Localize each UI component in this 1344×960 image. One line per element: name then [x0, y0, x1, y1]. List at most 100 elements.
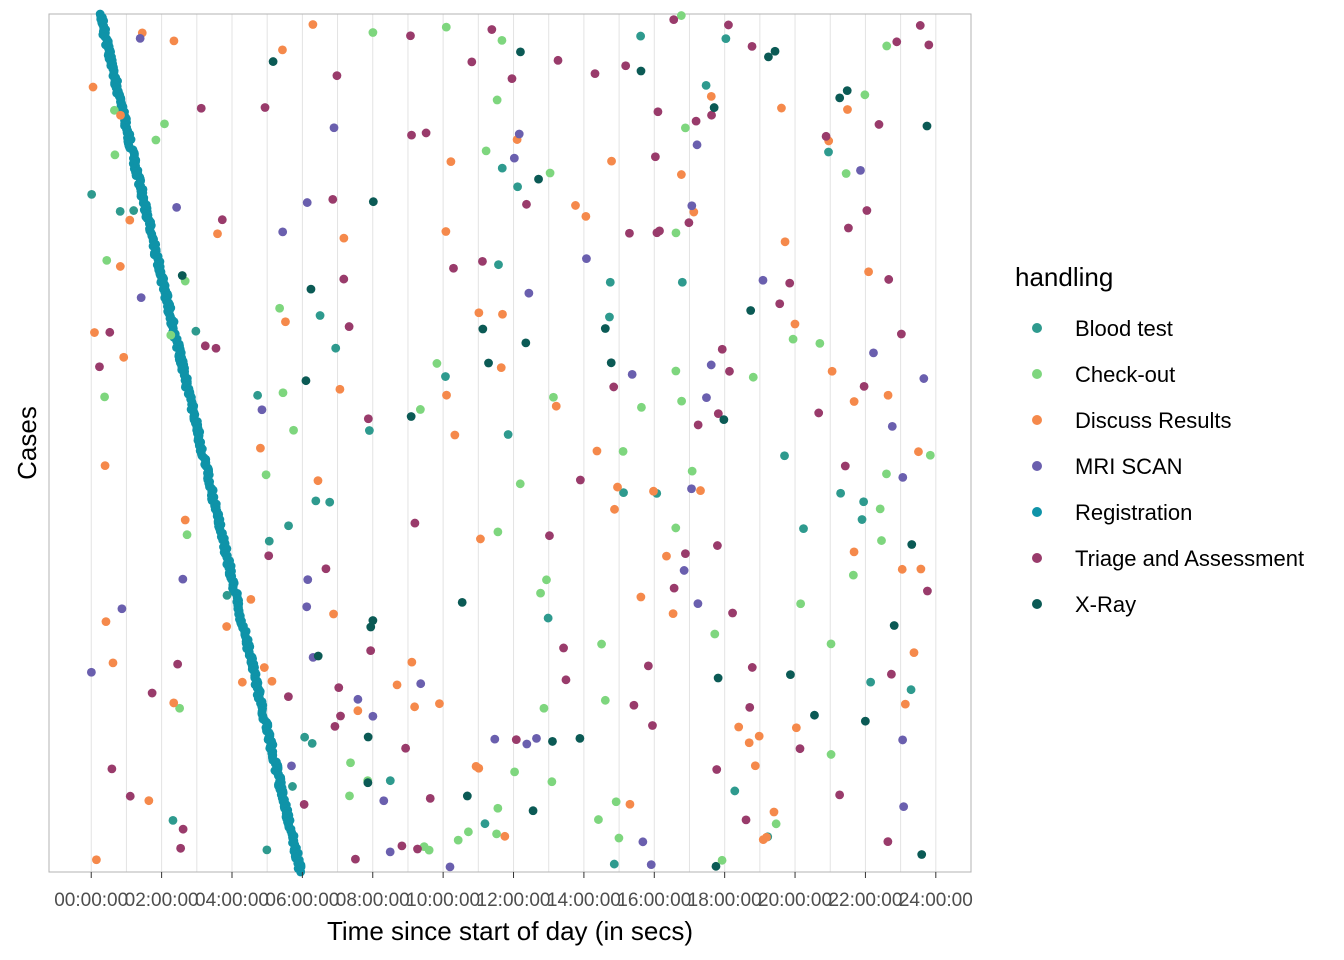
data-point-discuss-results: [883, 390, 893, 400]
data-point-discuss-results: [119, 352, 129, 362]
data-point-blood-test: [605, 277, 615, 287]
data-point-discuss-results: [116, 110, 125, 120]
data-point-discuss-results: [734, 722, 744, 732]
data-point-check-out: [788, 334, 798, 344]
data-point-discuss-results: [125, 215, 135, 225]
data-point-check-out: [680, 123, 690, 133]
data-point-mri-scan: [869, 348, 878, 358]
data-point-triage-and-assessment: [264, 551, 274, 561]
data-point-check-out: [826, 750, 836, 759]
legend-key-discuss-results: [1032, 415, 1042, 425]
data-point-triage-and-assessment: [713, 409, 723, 418]
data-point-discuss-results: [442, 390, 451, 400]
data-point-x-ray: [842, 86, 852, 96]
data-point-triage-and-assessment: [410, 518, 420, 528]
data-point-triage-and-assessment: [522, 199, 531, 209]
data-point-blood-test: [262, 845, 272, 855]
data-point-x-ray: [268, 57, 278, 66]
data-point-registration: [296, 867, 306, 877]
data-point-triage-and-assessment: [840, 461, 850, 471]
x-axis-ticks: 00:00:0002:00:0004:00:0006:00:0008:00:00…: [54, 872, 973, 911]
data-point-blood-test: [300, 732, 310, 742]
data-point-check-out: [877, 536, 886, 545]
data-point-check-out: [346, 758, 355, 768]
data-point-triage-and-assessment: [397, 841, 407, 851]
data-point-check-out: [882, 41, 892, 51]
data-point-check-out: [671, 523, 681, 533]
data-point-check-out: [637, 402, 646, 412]
data-point-triage-and-assessment: [650, 152, 660, 162]
y-axis-title: Cases: [12, 406, 42, 480]
data-point-x-ray: [770, 46, 780, 56]
data-point-blood-test: [906, 685, 916, 695]
data-point-blood-test: [497, 163, 507, 173]
data-point-triage-and-assessment: [691, 116, 701, 126]
data-point-check-out: [545, 168, 555, 178]
data-point-triage-and-assessment: [728, 608, 737, 618]
data-point-triage-and-assessment: [467, 57, 477, 67]
data-point-x-ray: [713, 673, 723, 683]
data-point-mri-scan: [490, 734, 500, 744]
data-point-check-out: [841, 169, 851, 178]
data-point-blood-test: [677, 277, 687, 287]
data-point-mri-scan: [693, 599, 703, 609]
data-point-discuss-results: [613, 482, 622, 492]
legend-key-blood-test: [1032, 323, 1042, 333]
data-point-check-out: [175, 703, 185, 713]
data-point-mri-scan: [706, 360, 716, 370]
data-point-x-ray: [810, 710, 819, 720]
data-point-discuss-results: [313, 476, 323, 486]
data-point-x-ray: [600, 324, 610, 333]
data-point-discuss-results: [909, 648, 919, 658]
data-point-triage-and-assessment: [173, 659, 183, 669]
data-point-triage-and-assessment: [351, 854, 360, 864]
data-point-x-ray: [575, 733, 585, 743]
data-point-mri-scan: [445, 862, 455, 872]
data-point-discuss-results: [267, 676, 277, 686]
data-point-triage-and-assessment: [643, 661, 653, 671]
data-point-mri-scan: [646, 860, 656, 870]
data-point-discuss-results: [392, 680, 402, 690]
data-point-blood-test: [857, 515, 867, 524]
data-point-blood-test: [721, 34, 731, 44]
data-point-discuss-results: [329, 609, 338, 619]
data-point-triage-and-assessment: [507, 74, 517, 84]
data-point-discuss-results: [435, 699, 444, 709]
data-point-triage-and-assessment: [915, 21, 925, 30]
data-point-mri-scan: [638, 837, 648, 847]
data-point-check-out: [492, 829, 501, 839]
data-point-discuss-results: [144, 796, 154, 806]
data-point-discuss-results: [916, 564, 926, 574]
data-point-triage-and-assessment: [669, 15, 679, 25]
data-point-triage-and-assessment: [425, 793, 435, 803]
data-point-triage-and-assessment: [681, 549, 690, 559]
data-point-triage-and-assessment: [330, 721, 340, 731]
data-point-discuss-results: [849, 547, 859, 557]
data-point-check-out: [102, 256, 112, 265]
data-point-discuss-results: [308, 20, 318, 29]
x-tick-label: 22:00:00: [828, 890, 902, 911]
data-point-check-out: [597, 639, 606, 649]
data-point-triage-and-assessment: [629, 700, 639, 710]
data-point-check-out: [687, 466, 697, 476]
data-point-mri-scan: [178, 574, 188, 584]
data-point-blood-test: [331, 343, 341, 353]
data-point-x-ray: [860, 716, 870, 726]
data-point-mri-scan: [887, 422, 897, 431]
x-tick-label: 18:00:00: [688, 890, 762, 911]
data-point-x-ray: [368, 197, 378, 207]
data-point-triage-and-assessment: [328, 194, 338, 204]
data-point-blood-test: [824, 147, 833, 157]
data-point-discuss-results: [649, 486, 658, 496]
data-point-triage-and-assessment: [413, 844, 422, 854]
legend-label-discuss-results: Discuss Results: [1075, 408, 1231, 433]
data-point-x-ray: [301, 376, 311, 386]
data-point-check-out: [848, 570, 858, 580]
data-point-triage-and-assessment: [553, 55, 563, 65]
data-point-blood-test: [222, 590, 232, 600]
data-point-triage-and-assessment: [178, 824, 188, 834]
data-point-blood-test: [284, 521, 293, 531]
data-point-check-out: [882, 469, 891, 479]
data-point-blood-test: [780, 451, 789, 461]
data-point-check-out: [166, 330, 176, 340]
